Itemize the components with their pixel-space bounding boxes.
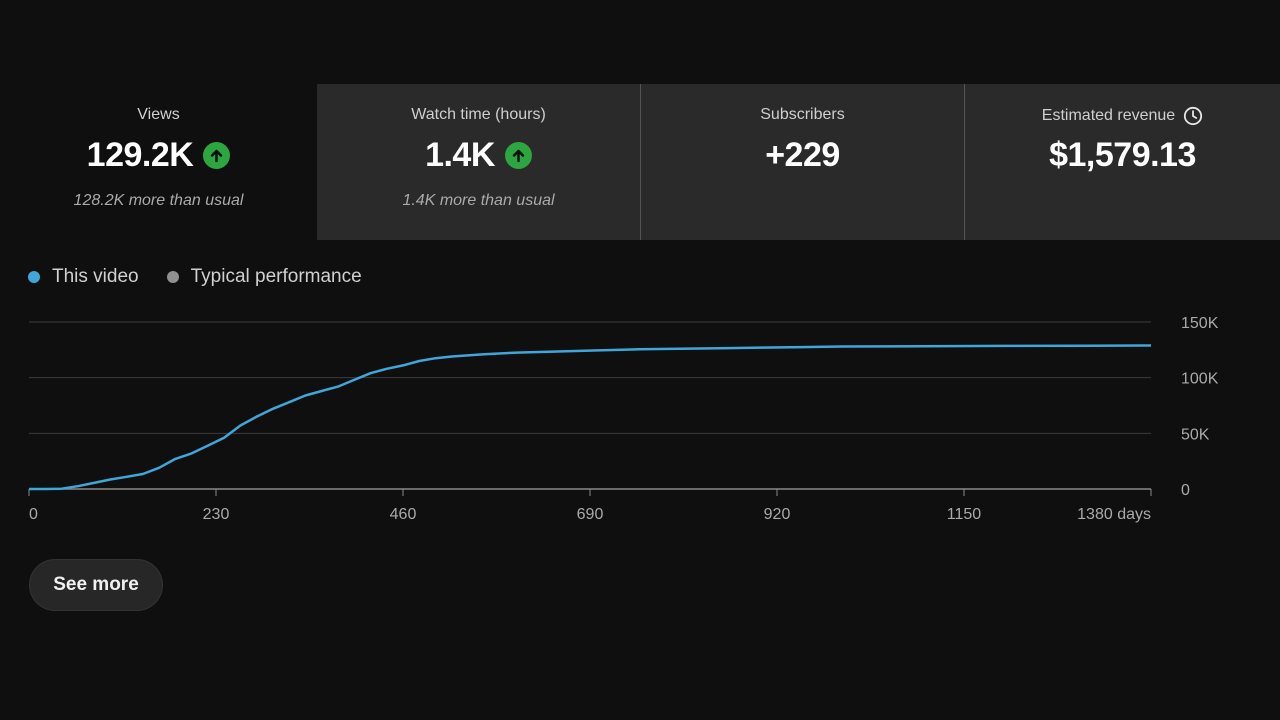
x-tick-label: 1150 — [947, 506, 982, 523]
watch-time-label: Watch time (hours) — [411, 106, 546, 123]
x-tick-label: 460 — [390, 506, 417, 523]
revenue-label-row: Estimated revenue — [965, 106, 1280, 126]
legend-label-typical: Typical performance — [190, 266, 362, 287]
clock-icon[interactable] — [1183, 106, 1203, 126]
subscribers-value-row: +229 — [641, 136, 964, 175]
views-card[interactable]: Views 129.2K 128.2K more than usual — [0, 84, 317, 240]
y-tick-label: 50K — [1181, 426, 1210, 443]
series-line-this-video — [29, 344, 1152, 491]
y-tick-label: 150K — [1181, 315, 1219, 332]
views-value-row: 129.2K — [0, 136, 317, 175]
subscribers-card[interactable]: Subscribers +229 — [640, 84, 964, 240]
revenue-value: $1,579.13 — [1049, 136, 1196, 174]
legend-dot-this-video — [28, 271, 40, 283]
subscribers-label: Subscribers — [760, 106, 845, 123]
arrow-up-circle-icon — [504, 142, 532, 169]
views-label: Views — [137, 106, 180, 123]
legend-item-typical[interactable]: Typical performance — [166, 266, 362, 288]
legend-item-this-video[interactable]: This video — [28, 266, 139, 288]
revenue-label: Estimated revenue — [1041, 107, 1176, 124]
revenue-card[interactable]: Estimated revenue $1,579.13 — [964, 84, 1280, 240]
arrow-up-circle-icon — [203, 142, 231, 169]
legend-dot-typical — [166, 271, 179, 283]
y-axis-ticks: 0 50K 100K 150K — [1181, 315, 1219, 499]
x-tick-label: 1380 days — [1077, 506, 1151, 523]
see-more-button[interactable]: See more — [29, 559, 163, 611]
x-tick-label: 230 — [203, 506, 230, 523]
views-value: 129.2K — [86, 136, 194, 174]
x-axis-ticks: 0 230 460 690 920 1150 1380 days — [28, 489, 1152, 523]
revenue-value-row: $1,579.13 — [965, 136, 1280, 175]
watch-time-sub: 1.4K more than usual — [402, 192, 555, 209]
y-tick-label: 100K — [1181, 371, 1219, 388]
legend-label-this-video: This video — [52, 266, 139, 287]
x-tick-label: 920 — [764, 506, 791, 523]
x-tick-label: 0 — [29, 506, 38, 523]
y-tick-label: 0 — [1181, 482, 1190, 499]
x-tick-label: 690 — [577, 506, 604, 523]
stats-row: Views 129.2K 128.2K more than usual Watc… — [0, 84, 1280, 240]
watch-time-card[interactable]: Watch time (hours) 1.4K 1.4K more than u… — [317, 84, 640, 240]
chart-legend: This video Typical performance — [28, 266, 362, 288]
series-layer — [29, 344, 1152, 491]
subscribers-value: +229 — [765, 136, 840, 174]
views-line-chart[interactable]: 0 50K 100K 150K 0 230 460 690 920 1150 1380 days — [0, 300, 1280, 540]
views-sub: 128.2K more than usual — [73, 192, 244, 209]
watch-time-value-row: 1.4K — [317, 136, 640, 175]
watch-time-value: 1.4K — [425, 136, 495, 174]
